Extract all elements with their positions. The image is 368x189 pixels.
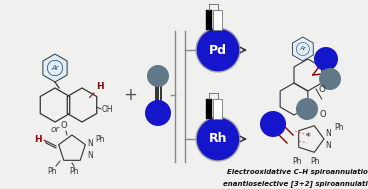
Bar <box>206 10 212 30</box>
Text: O: O <box>318 84 326 94</box>
Text: Pd: Pd <box>209 43 227 57</box>
Circle shape <box>196 28 240 72</box>
Circle shape <box>296 98 318 120</box>
Polygon shape <box>43 54 67 82</box>
Text: Ar: Ar <box>51 65 59 71</box>
Text: Ph: Ph <box>47 167 57 176</box>
Text: OH: OH <box>102 105 114 114</box>
Text: N: N <box>325 129 331 138</box>
Text: or: or <box>50 125 60 135</box>
Text: Ar: Ar <box>300 46 306 51</box>
Bar <box>213 99 222 119</box>
Text: Rh: Rh <box>209 132 227 146</box>
Text: Ph: Ph <box>292 157 302 166</box>
Text: O: O <box>61 121 67 130</box>
Text: +: + <box>123 86 137 104</box>
Text: Ph: Ph <box>95 135 105 143</box>
Text: N: N <box>87 150 93 160</box>
Text: *: * <box>306 132 310 142</box>
Bar <box>206 99 212 119</box>
Circle shape <box>196 117 240 161</box>
Text: N: N <box>325 140 331 149</box>
Text: Ph: Ph <box>334 122 343 132</box>
Text: H: H <box>34 136 42 145</box>
Text: N: N <box>87 139 93 149</box>
Text: enantioselective [3+2] spiroannulation: enantioselective [3+2] spiroannulation <box>223 181 368 188</box>
Text: O: O <box>320 110 327 119</box>
Circle shape <box>260 111 286 137</box>
Text: Ph: Ph <box>310 157 320 166</box>
Circle shape <box>145 100 171 126</box>
Text: Electrooxidative C–H spiroannulation: Electrooxidative C–H spiroannulation <box>227 169 368 175</box>
Polygon shape <box>293 37 313 61</box>
Circle shape <box>147 65 169 87</box>
Circle shape <box>319 68 341 90</box>
Circle shape <box>314 47 338 71</box>
Text: H: H <box>96 82 103 91</box>
Bar <box>213 10 222 30</box>
Text: Ph: Ph <box>69 167 79 176</box>
